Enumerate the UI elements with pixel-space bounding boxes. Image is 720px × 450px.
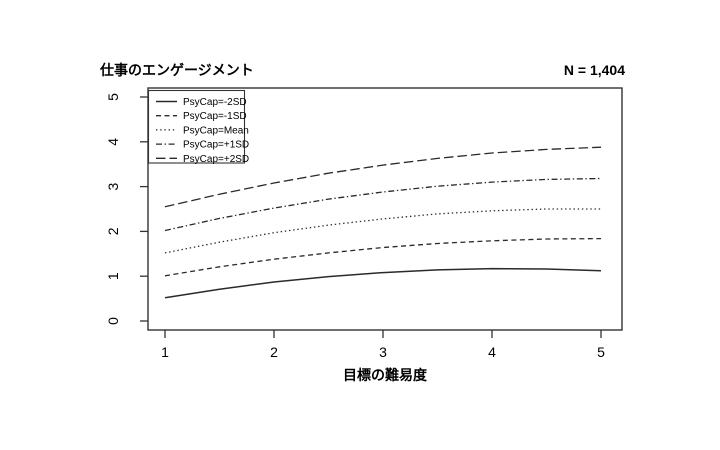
y-tick-label: 5	[105, 93, 121, 101]
series-curve	[164, 208, 601, 254]
x-axis-label: 目標の難易度	[343, 367, 428, 383]
y-tick-label: 0	[105, 317, 121, 325]
plot-area-border	[147, 87, 623, 331]
y-tick-label: 3	[105, 182, 121, 190]
legend: PsyCap=-2SD PsyCap=-1SD PsyCap=Mean PsyCap=…	[147, 89, 249, 165]
legend-item-label: PsyCap=+1SD	[183, 140, 249, 151]
x-tick-label: 5	[597, 344, 605, 360]
x-tick-label: 4	[488, 344, 496, 360]
chart-title: 仕事のエンゲージメント	[99, 62, 254, 78]
sample-size-annotation: N = 1,404	[564, 62, 625, 78]
x-tick-label: 2	[270, 344, 278, 360]
y-axis: 0 1 2 3 4 5	[105, 93, 148, 325]
legend-item-label: PsyCap=Mean	[183, 125, 249, 136]
legend-box	[147, 89, 246, 164]
x-tick-label: 3	[379, 344, 387, 360]
series-curve	[164, 267, 602, 299]
y-tick-label: 2	[105, 227, 121, 235]
series-curve	[164, 177, 602, 232]
x-tick-label: 1	[161, 344, 169, 360]
x-axis: 1 2 3 4 5	[161, 330, 605, 360]
legend-item-label: PsyCap=+2SD	[183, 154, 249, 165]
series-curve	[164, 237, 602, 277]
y-tick-label: 4	[105, 138, 121, 146]
series-curve	[164, 146, 602, 208]
legend-item-label: PsyCap=-2SD	[183, 97, 247, 108]
legend-item-label: PsyCap=-1SD	[183, 111, 247, 122]
series-curves	[164, 146, 602, 299]
y-tick-label: 1	[105, 272, 121, 280]
